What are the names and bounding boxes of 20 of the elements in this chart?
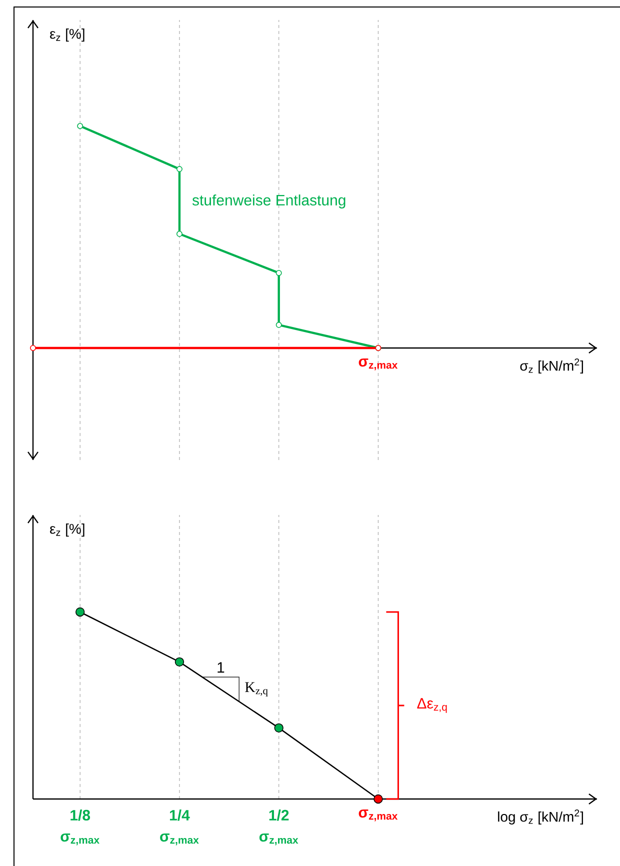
y-axis-title: ε$_{z}$ [%] xyxy=(50,524,84,537)
annotation: K$_{z,q}$ xyxy=(245,682,268,696)
x-tick-label: σ$_{z,max}$ xyxy=(358,810,398,822)
x-tick-label: 1/8 xyxy=(70,810,90,821)
point xyxy=(75,607,85,617)
x-axis-title: log σ$_{z}$ [kN/m$^{2}$] xyxy=(498,810,583,824)
text: σ$_{z,max}$ xyxy=(259,834,298,846)
x-tick-label: 1/2 xyxy=(269,810,289,821)
text: σ$_{z,max}$ xyxy=(160,834,199,846)
annotation: Δε$_{z,q}$ xyxy=(417,698,447,713)
y-axis-title: ε$_{z}$ [%] xyxy=(50,28,84,42)
point xyxy=(374,794,383,804)
point xyxy=(174,657,184,667)
annotation: 1 xyxy=(218,662,224,673)
annotation: σ$_{z,max}$ xyxy=(358,358,398,370)
x-tick-label: 1/4 xyxy=(170,810,190,821)
x-axis-title: σ$_{z}$ [kN/m$^{2}$] xyxy=(520,358,583,374)
text: σ$_{z,max}$ xyxy=(60,834,100,846)
point xyxy=(274,723,284,733)
series-label: stufenweise Entlastung xyxy=(192,194,346,208)
